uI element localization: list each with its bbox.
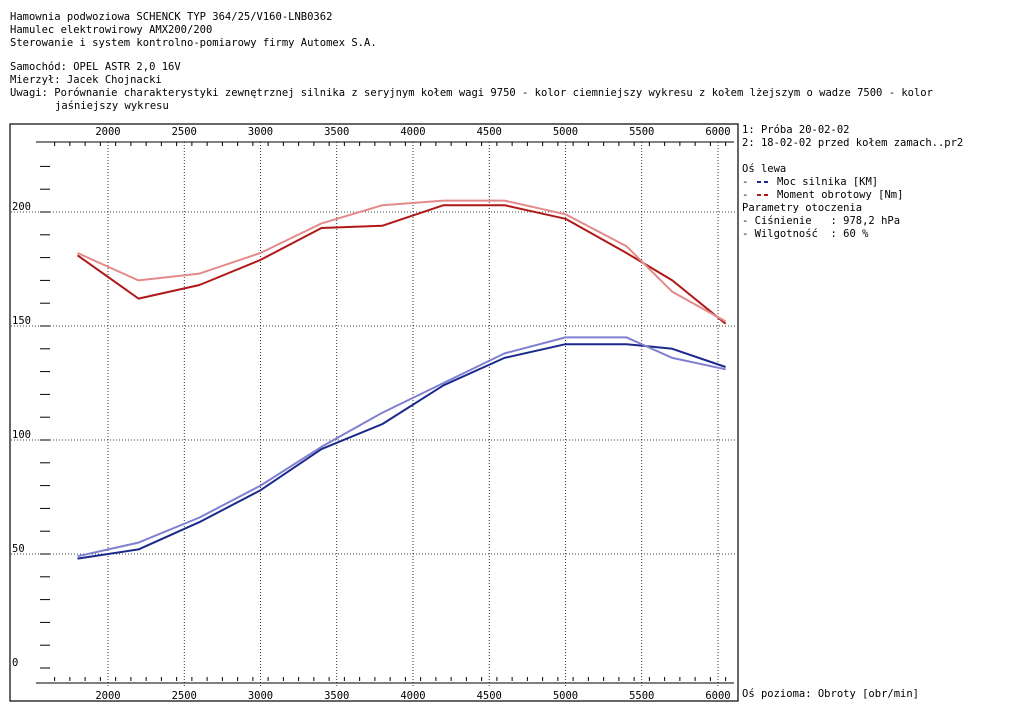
x-tick-label-bottom: 4000 — [400, 690, 425, 702]
header-line-1: Hamownia podwoziowa SCHENCK TYP 364/25/V… — [10, 11, 333, 23]
x-tick-label-top: 3000 — [248, 126, 273, 138]
y-tick-label: 50 — [12, 543, 25, 555]
x-tick-label-bottom: 6000 — [705, 690, 730, 702]
legend-torque: - Moment obrotowy [Nm] — [742, 189, 904, 201]
series-line-2 — [77, 199, 727, 323]
series-line-1 — [76, 204, 727, 325]
x-tick-label-bottom: 3500 — [324, 690, 349, 702]
legend-env-title: Parametry otoczenia — [742, 202, 863, 214]
x-tick-label-bottom: 4500 — [477, 690, 502, 702]
plot-frame — [9, 123, 739, 702]
legend-file-1: 1: Próba 20-02-02 — [742, 124, 850, 136]
y-tick-label: 200 — [12, 201, 31, 213]
header-line-3: Sterowanie i system kontrolno-pomiarowy … — [10, 37, 377, 49]
x-tick-label-top: 6000 — [705, 126, 730, 138]
y-tick-label: 150 — [12, 315, 31, 327]
x-tick-label-top: 5500 — [629, 126, 654, 138]
series-line-4 — [77, 336, 726, 558]
x-tick-label-top: 2500 — [172, 126, 197, 138]
x-tick-label-bottom: 2000 — [95, 690, 120, 702]
x-tick-label-bottom: 5500 — [629, 690, 654, 702]
legend-axis-title: Oś lewa — [742, 163, 787, 175]
x-tick-label-top: 5000 — [553, 126, 578, 138]
y-tick-label: 100 — [12, 429, 31, 441]
x-tick-label-top: 2000 — [95, 126, 120, 138]
x-tick-label-top: 3500 — [324, 126, 349, 138]
legend-file-2: 2: 18-02-02 przed kołem zamach..pr2 — [742, 137, 964, 149]
legend-power: - Moc silnika [KM] — [742, 176, 879, 188]
x-tick-label-top: 4000 — [400, 126, 425, 138]
header-line-2: Hamulec elektrowirowy AMX200/200 — [10, 24, 213, 36]
legend-torque-label: Moment obrotowy [Nm] — [776, 189, 904, 201]
notes-line-1: Uwagi: Porównanie charakterystyki zewnęt… — [10, 87, 933, 99]
series-line-3 — [77, 343, 726, 560]
x-tick-label-bottom: 5000 — [553, 690, 578, 702]
notes-line-2: jaśniejszy wykresu — [55, 100, 169, 112]
x-tick-label-bottom: 3000 — [248, 690, 273, 702]
legend-humidity: - Wilgotność : 60 % — [742, 228, 869, 240]
x-tick-label-bottom: 2500 — [172, 690, 197, 702]
legend-power-label: Moc silnika [KM] — [776, 176, 879, 188]
measured-by: Mierzył: Jacek Chojnacki — [10, 74, 162, 86]
x-axis-label: Oś pozioma: Obroty [obr/min] — [742, 688, 920, 700]
x-tick-label-top: 4500 — [477, 126, 502, 138]
y-tick-label: 0 — [12, 657, 18, 669]
legend-pressure: - Ciśnienie : 978,2 hPa — [742, 215, 901, 227]
car-model: Samochód: OPEL ASTR 2,0 16V — [10, 61, 181, 73]
